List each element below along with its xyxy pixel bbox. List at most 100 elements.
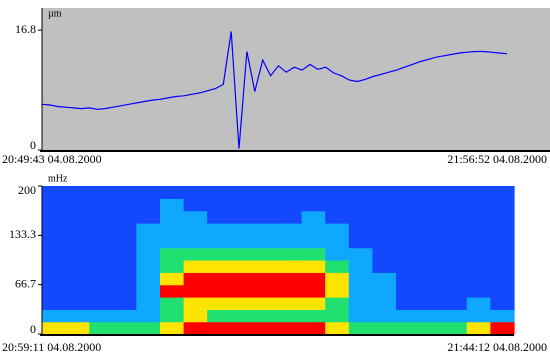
heatmap-cell	[65, 284, 90, 298]
heatmap-cell	[136, 198, 161, 212]
heatmap-cell	[372, 223, 397, 236]
heatmap-cell	[89, 247, 114, 261]
heatmap-cell	[160, 210, 185, 224]
heatmap-cell	[396, 284, 421, 298]
heatmap-cell	[89, 210, 114, 224]
y-axis-unit: mHz	[48, 173, 68, 184]
heatmap-cell	[65, 321, 90, 335]
heatmap-cell	[396, 321, 421, 335]
heatmap-cell	[207, 260, 232, 273]
heatmap-cell	[396, 297, 421, 310]
heatmap-cell	[136, 309, 161, 323]
x-start-label: 20:59:11 04.08.2000	[2, 340, 101, 354]
heatmap-cell	[466, 186, 491, 199]
heatmap-cell	[160, 260, 185, 273]
heatmap-cell	[348, 260, 373, 273]
heatmap-cell	[325, 260, 350, 273]
x-start-label: 20:49:43 04.08.2000	[2, 152, 102, 166]
heatmap-cell	[42, 272, 67, 286]
heatmap-cell	[160, 297, 185, 310]
x-end-label: 21:56:52 04.08.2000	[447, 152, 547, 166]
heatmap-cell	[325, 309, 350, 323]
heatmap-cell	[230, 186, 255, 199]
heatmap-cell	[443, 235, 468, 249]
heatmap-cell	[65, 260, 90, 273]
heatmap-cell	[230, 297, 255, 310]
heatmap-cell	[419, 247, 444, 261]
heatmap-cell	[301, 297, 326, 310]
heatmap-cell	[490, 235, 515, 249]
heatmap-cell	[443, 186, 468, 199]
heatmap-cell	[278, 235, 303, 249]
heatmap-cell	[112, 321, 137, 335]
heatmap-cell	[443, 272, 468, 286]
heatmap-cell	[278, 309, 303, 323]
heatmap-cell	[89, 297, 114, 310]
heatmap-cell	[419, 321, 444, 335]
heatmap-cell	[325, 321, 350, 335]
heatmap-cell	[112, 260, 137, 273]
x-end-label: 21:44:12 04.08.2000	[447, 340, 547, 354]
heatmap-cell	[396, 260, 421, 273]
heatmap-cell	[136, 260, 161, 273]
heatmap-cell	[89, 284, 114, 298]
heatmap-cell	[65, 235, 90, 249]
heatmap-cell	[254, 309, 279, 323]
heatmap-cell	[325, 247, 350, 261]
heatmap-cell	[65, 210, 90, 224]
heatmap-cell	[254, 321, 279, 335]
heatmap-cell	[396, 272, 421, 286]
heatmap-cell	[490, 297, 515, 310]
heatmap-cell	[278, 260, 303, 273]
heatmap-cell	[230, 284, 255, 298]
heatmap-cell	[278, 198, 303, 212]
heatmap-cell	[301, 223, 326, 236]
heatmap-cell	[443, 260, 468, 273]
heatmap-cell	[136, 186, 161, 199]
heatmap-cell	[466, 309, 491, 323]
heatmap-cell	[419, 284, 444, 298]
heatmap-cell	[160, 247, 185, 261]
heatmap-cell	[466, 297, 491, 310]
heatmap-cell	[466, 247, 491, 261]
heatmap-cell	[443, 321, 468, 335]
heatmap-cell	[65, 223, 90, 236]
heatmap-cell	[136, 284, 161, 298]
heatmap-cell	[65, 198, 90, 212]
heatmap-cell	[42, 210, 67, 224]
heatmap-cell	[419, 235, 444, 249]
heatmap-cell	[372, 235, 397, 249]
heatmap-cell	[301, 210, 326, 224]
heatmap-cell	[419, 210, 444, 224]
heatmap-cell	[419, 223, 444, 236]
y-tick-label: 66.7	[15, 276, 36, 290]
heatmap-cell	[112, 223, 137, 236]
heatmap-cell	[278, 321, 303, 335]
heatmap-cell	[183, 186, 208, 199]
heatmap-cell	[301, 186, 326, 199]
heatmap-cell	[207, 284, 232, 298]
heatmap-cell	[396, 223, 421, 236]
heatmap-cell	[65, 309, 90, 323]
heatmap-cell	[136, 297, 161, 310]
heatmap-cell	[42, 198, 67, 212]
heatmap-cell	[136, 247, 161, 261]
heatmap-cell	[396, 186, 421, 199]
heatmap-cell	[183, 198, 208, 212]
y-tick-label: 200	[18, 183, 36, 197]
y-tick-label: 0	[30, 138, 36, 152]
heatmap-cell	[160, 198, 185, 212]
heatmap-cell	[207, 198, 232, 212]
heatmap-cell	[443, 210, 468, 224]
heatmap-cell	[160, 223, 185, 236]
heatmap-cell	[466, 284, 491, 298]
heatmap-cell	[348, 235, 373, 249]
heatmap-cell	[443, 223, 468, 236]
heatmap-cell	[112, 210, 137, 224]
heatmap-cell	[136, 223, 161, 236]
heatmap-cell	[490, 260, 515, 273]
heatmap-cell	[396, 198, 421, 212]
heatmap-cell	[278, 223, 303, 236]
